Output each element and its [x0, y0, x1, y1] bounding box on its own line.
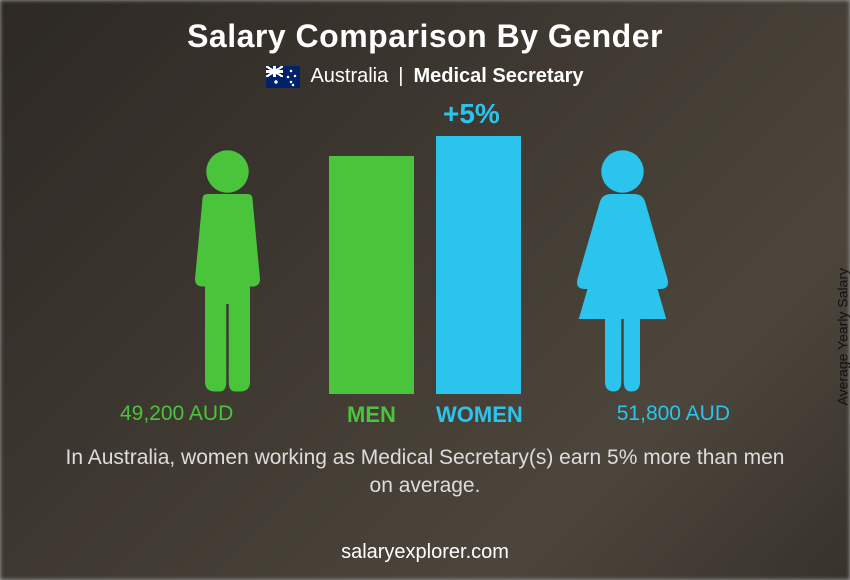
salary-men: 49,200 AUD [120, 402, 233, 426]
summary-text: In Australia, women working as Medical S… [0, 444, 850, 501]
bar-women [436, 136, 521, 394]
male-figure-icon [165, 149, 290, 394]
female-figure-icon [560, 149, 685, 394]
salary-women: 51,800 AUD [617, 402, 730, 426]
bar-label-men: MEN [329, 402, 414, 428]
bar-label-women: WOMEN [436, 402, 521, 428]
flag-icon [266, 66, 300, 88]
page-title: Salary Comparison By Gender [0, 0, 850, 55]
bar-men [329, 156, 414, 394]
difference-label: +5% [443, 98, 500, 130]
subtitle: Australia | Medical Secretary [0, 65, 850, 88]
chart: +5% MEN WOMEN 49,200 AUD 51,800 AUD [0, 98, 850, 438]
job-label: Medical Secretary [413, 65, 583, 88]
country-label: Australia [310, 65, 388, 88]
bars [329, 136, 521, 394]
separator: | [398, 65, 403, 88]
axis-label: Average Yearly Salary [834, 268, 850, 406]
footer-link[interactable]: salaryexplorer.com [0, 541, 850, 564]
